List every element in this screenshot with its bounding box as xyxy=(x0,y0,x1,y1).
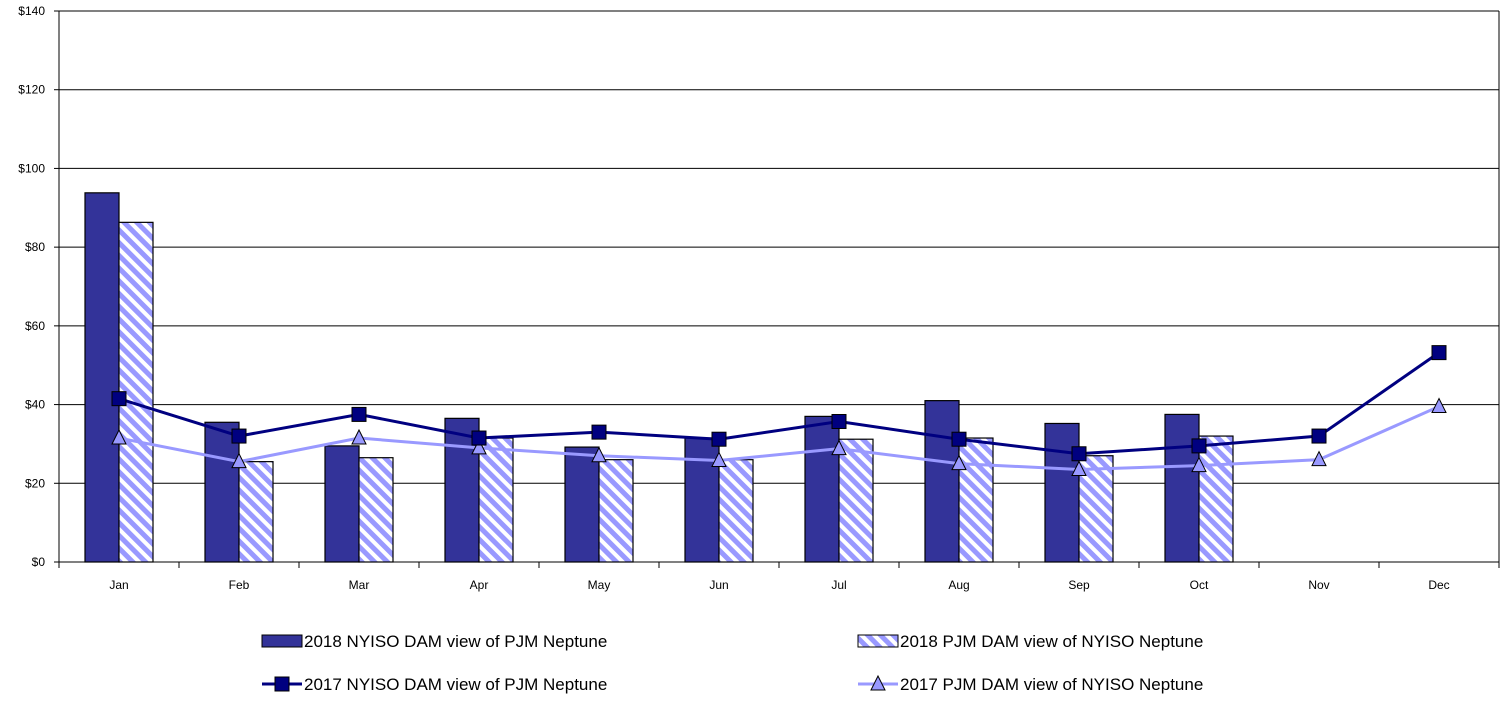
bar-nyiso-2018-aug xyxy=(924,400,960,563)
bar-nyiso-2018-jun xyxy=(684,437,720,563)
bar-pjm-2018-mar xyxy=(358,457,394,563)
point-pjm-2017-oct xyxy=(1191,456,1207,473)
point-nyiso-2017-may xyxy=(591,424,607,440)
x-tick-label: Sep xyxy=(1068,578,1090,592)
legend-label: 2017 NYISO DAM view of PJM Neptune xyxy=(304,675,607,694)
bar-pjm-2018-oct xyxy=(1198,435,1234,563)
bar-pjm-2018-jul xyxy=(838,438,874,563)
bar-pjm-2018-jun xyxy=(718,459,754,563)
legend-label: 2018 PJM DAM view of NYISO Neptune xyxy=(900,632,1203,651)
point-nyiso-2017-jun xyxy=(711,431,727,447)
legend-label: 2017 PJM DAM view of NYISO Neptune xyxy=(900,675,1203,694)
bar-nyiso-2018-sep xyxy=(1044,422,1080,563)
x-tick-label: Jan xyxy=(109,578,128,592)
axis-layer: $0 $20 $40 $60 $80 $100 $120 $140 Jan Feb Mar Apr Ma… xyxy=(18,4,1500,592)
legend-marker-triangle xyxy=(870,674,886,691)
bar-nyiso-2018-jul xyxy=(804,415,840,563)
legend-item: 2018 PJM DAM view of NYISO Neptune xyxy=(857,632,1203,651)
point-pjm-2017-jan xyxy=(111,428,127,445)
y-tick-label: $0 xyxy=(32,555,46,569)
bar-pjm-2018-may xyxy=(598,459,634,563)
y-tick-label: $60 xyxy=(25,319,45,333)
legend-item: 2017 NYISO DAM view of PJM Neptune xyxy=(262,675,607,694)
point-pjm-2017-sep xyxy=(1071,460,1087,477)
bar-nyiso-2018-mar xyxy=(324,445,360,563)
point-nyiso-2017-dec xyxy=(1431,345,1447,361)
x-tick-label: Oct xyxy=(1190,578,1209,592)
legend-swatch-pjm-2018 xyxy=(857,634,899,648)
bar-nyiso-2018-oct xyxy=(1164,413,1200,563)
point-pjm-2017-nov xyxy=(1311,450,1327,467)
bar-layer xyxy=(84,192,1234,563)
point-nyiso-2017-jul xyxy=(831,413,847,429)
point-pjm-2017-may xyxy=(591,446,607,463)
point-nyiso-2017-oct xyxy=(1191,438,1207,454)
y-tick-label: $20 xyxy=(25,476,45,490)
point-nyiso-2017-jan xyxy=(111,391,127,407)
x-tick-label: Jul xyxy=(831,578,846,592)
point-nyiso-2017-aug xyxy=(951,431,967,447)
point-pjm-2017-aug xyxy=(951,454,967,471)
line-nyiso-2017 xyxy=(118,351,1440,456)
point-pjm-2017-apr xyxy=(471,438,487,455)
point-nyiso-2017-nov xyxy=(1311,428,1327,444)
point-nyiso-2017-sep xyxy=(1071,446,1087,462)
x-tick-label: Dec xyxy=(1428,578,1449,592)
y-tick-label: $40 xyxy=(25,398,45,412)
chart-legend: 2018 NYISO DAM view of PJM Neptune 2018 P… xyxy=(261,632,1203,694)
line-layer xyxy=(111,345,1447,477)
x-tick-label: Aug xyxy=(948,578,969,592)
y-tick-label: $120 xyxy=(18,83,45,97)
legend-swatch-nyiso-2018 xyxy=(261,634,303,648)
x-tick-label: Mar xyxy=(349,578,370,592)
x-tick-label: Feb xyxy=(229,578,250,592)
point-pjm-2017-dec xyxy=(1431,397,1447,414)
bar-nyiso-2018-may xyxy=(564,446,600,563)
line-pjm-2017 xyxy=(118,405,1440,472)
point-pjm-2017-feb xyxy=(231,452,247,469)
bar-nyiso-2018-jan xyxy=(84,192,120,563)
bar-pjm-2018-apr xyxy=(478,437,514,563)
point-nyiso-2017-apr xyxy=(471,430,487,446)
bar-pjm-2018-aug xyxy=(958,437,994,563)
point-pjm-2017-jul xyxy=(831,439,847,456)
legend-label: 2018 NYISO DAM view of PJM Neptune xyxy=(304,632,607,651)
legend-marker-square xyxy=(274,676,290,692)
legend-item: 2017 PJM DAM view of NYISO Neptune xyxy=(858,674,1203,694)
x-tick-label: Jun xyxy=(709,578,728,592)
x-tick-label: Nov xyxy=(1308,578,1329,592)
x-tick-label: Apr xyxy=(470,578,489,592)
point-nyiso-2017-feb xyxy=(231,428,247,444)
point-pjm-2017-jun xyxy=(711,451,727,467)
point-nyiso-2017-mar xyxy=(351,406,367,422)
legend-item: 2018 NYISO DAM view of PJM Neptune xyxy=(261,632,607,651)
bar-pjm-2018-feb xyxy=(238,461,274,563)
y-tick-label: $80 xyxy=(25,240,45,254)
point-pjm-2017-mar xyxy=(351,428,367,445)
y-tick-label: $140 xyxy=(18,4,45,18)
x-tick-label: May xyxy=(588,578,611,592)
y-tick-label: $100 xyxy=(18,161,45,175)
grid-layer xyxy=(59,10,1499,484)
